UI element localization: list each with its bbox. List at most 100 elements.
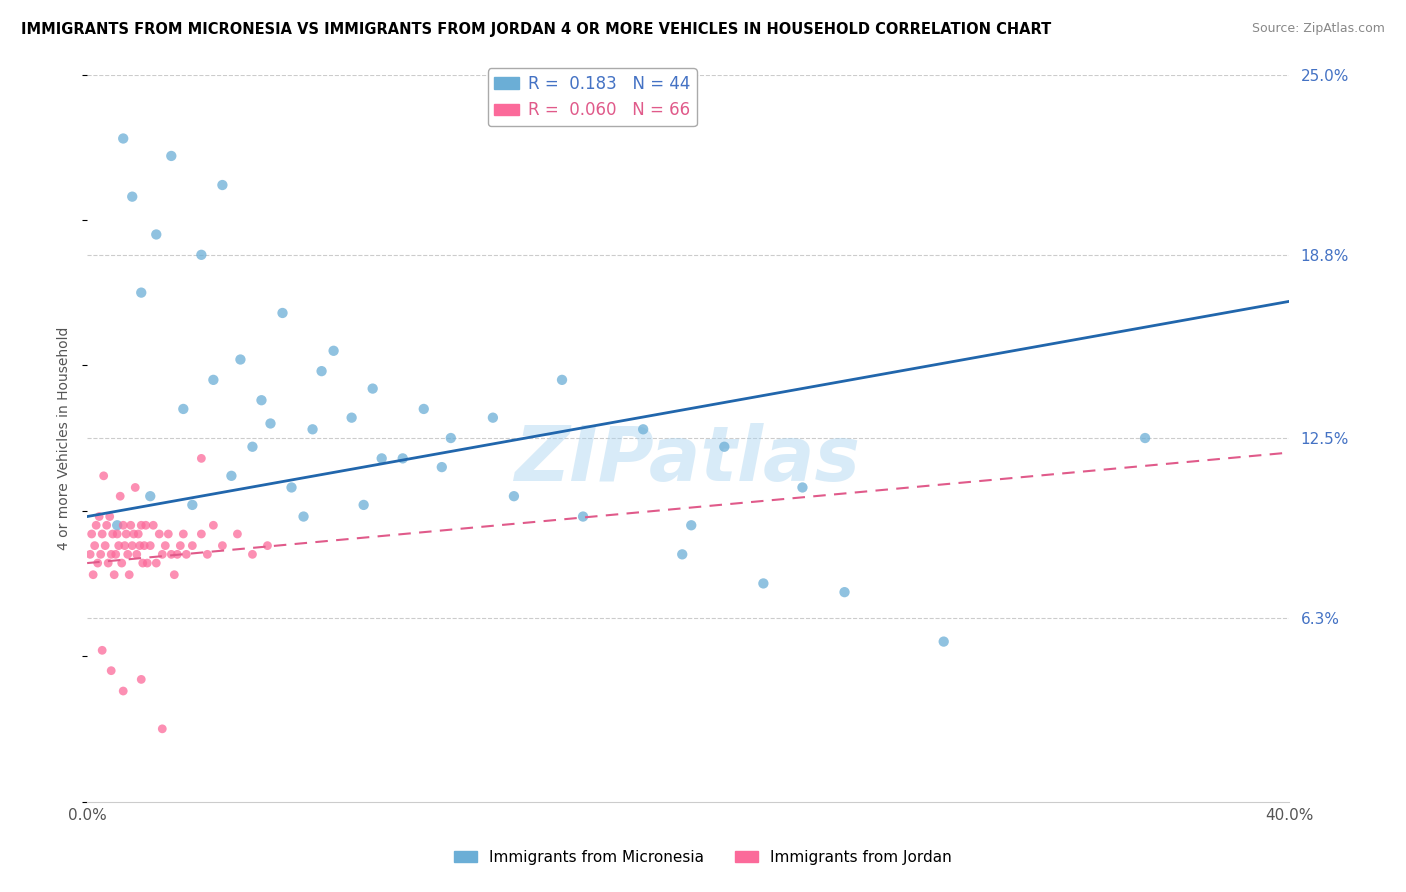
Point <box>256 539 278 553</box>
Point <box>129 285 152 300</box>
Point <box>94 539 117 553</box>
Point <box>221 468 243 483</box>
Point <box>91 527 114 541</box>
Point <box>713 440 735 454</box>
Point <box>91 643 114 657</box>
Point <box>89 509 111 524</box>
Point <box>482 410 505 425</box>
Point <box>176 547 198 561</box>
Point <box>211 178 233 192</box>
Point <box>142 518 165 533</box>
Point <box>84 518 107 533</box>
Point <box>112 684 135 698</box>
Point <box>370 451 392 466</box>
Point <box>834 585 856 599</box>
Point <box>112 131 135 145</box>
Point <box>145 227 167 242</box>
Point <box>311 364 333 378</box>
Point <box>160 149 183 163</box>
Point <box>80 527 103 541</box>
Point <box>280 480 302 494</box>
Point <box>163 567 186 582</box>
Point <box>340 410 363 425</box>
Point <box>150 722 173 736</box>
Legend: Immigrants from Micronesia, Immigrants from Jordan: Immigrants from Micronesia, Immigrants f… <box>449 844 957 871</box>
Point <box>172 527 194 541</box>
Point <box>139 539 162 553</box>
Point <box>155 539 177 553</box>
Point <box>93 468 115 483</box>
Point <box>412 401 434 416</box>
Legend: R =  0.183   N = 44, R =  0.060   N = 66: R = 0.183 N = 44, R = 0.060 N = 66 <box>488 69 696 126</box>
Point <box>120 518 142 533</box>
Point <box>242 440 264 454</box>
Point <box>631 422 654 436</box>
Text: Source: ZipAtlas.com: Source: ZipAtlas.com <box>1251 22 1385 36</box>
Point <box>135 518 157 533</box>
Point <box>792 480 814 494</box>
Point <box>112 518 135 533</box>
Point <box>932 634 955 648</box>
Point <box>166 547 188 561</box>
Point <box>107 539 129 553</box>
Point <box>104 547 127 561</box>
Point <box>440 431 463 445</box>
Point <box>160 547 183 561</box>
Point <box>139 489 162 503</box>
Point <box>136 556 159 570</box>
Point <box>157 527 180 541</box>
Point <box>105 527 128 541</box>
Point <box>150 547 173 561</box>
Point <box>121 539 143 553</box>
Point <box>211 539 233 553</box>
Point <box>121 189 143 203</box>
Point <box>322 343 344 358</box>
Point <box>242 547 264 561</box>
Point <box>148 527 170 541</box>
Point <box>105 518 128 533</box>
Point <box>169 539 191 553</box>
Point <box>117 547 139 561</box>
Point <box>108 489 131 503</box>
Point <box>100 547 122 561</box>
Point <box>301 422 323 436</box>
Point <box>122 527 145 541</box>
Point <box>195 547 218 561</box>
Point <box>125 547 148 561</box>
Point <box>129 673 152 687</box>
Y-axis label: 4 or more Vehicles in Household: 4 or more Vehicles in Household <box>58 326 72 549</box>
Point <box>681 518 703 533</box>
Point <box>551 373 574 387</box>
Point <box>190 248 212 262</box>
Point <box>129 518 152 533</box>
Point <box>671 547 693 561</box>
Point <box>202 518 225 533</box>
Point <box>83 539 105 553</box>
Point <box>134 539 156 553</box>
Point <box>226 527 249 541</box>
Point <box>190 527 212 541</box>
Point <box>127 527 149 541</box>
Point <box>124 480 146 494</box>
Point <box>98 509 121 524</box>
Point <box>100 664 122 678</box>
Point <box>86 556 108 570</box>
Point <box>90 547 112 561</box>
Point <box>430 460 453 475</box>
Point <box>391 451 413 466</box>
Point <box>353 498 375 512</box>
Point <box>103 567 125 582</box>
Point <box>181 498 204 512</box>
Point <box>229 352 252 367</box>
Point <box>79 547 101 561</box>
Point <box>181 539 204 553</box>
Point <box>172 401 194 416</box>
Point <box>118 567 141 582</box>
Point <box>259 417 281 431</box>
Point <box>190 451 212 466</box>
Point <box>292 509 315 524</box>
Point <box>132 556 155 570</box>
Point <box>1133 431 1156 445</box>
Point <box>202 373 225 387</box>
Text: ZIPatlas: ZIPatlas <box>515 423 862 497</box>
